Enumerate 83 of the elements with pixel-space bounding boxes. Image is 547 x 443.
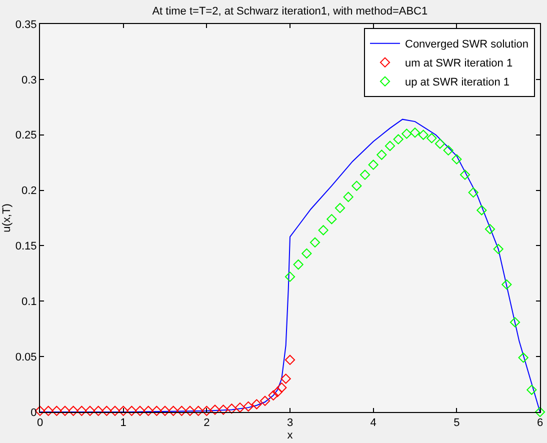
point <box>134 406 146 416</box>
point <box>268 390 278 400</box>
point <box>160 406 170 416</box>
point <box>293 260 304 270</box>
point <box>152 406 162 416</box>
point <box>126 406 137 416</box>
point <box>226 404 237 414</box>
point <box>526 384 537 395</box>
point <box>393 134 404 144</box>
y-tick-label: 0.15 <box>15 240 37 253</box>
point <box>402 128 412 139</box>
point <box>202 406 212 416</box>
point <box>302 248 312 259</box>
point <box>276 382 287 393</box>
point <box>193 406 204 416</box>
point <box>143 406 154 416</box>
y-tick-label: 0 <box>30 406 37 419</box>
point <box>272 387 283 398</box>
point <box>252 399 262 410</box>
x-tick-label: 1 <box>120 417 126 430</box>
point <box>326 214 337 224</box>
point <box>243 401 254 412</box>
point <box>368 160 378 170</box>
point <box>434 138 446 149</box>
point <box>534 406 546 418</box>
legend-label: up at SWR iteration 1 <box>405 76 510 89</box>
point <box>468 187 478 198</box>
point <box>84 406 96 416</box>
legend-label: Converged SWR solution <box>405 38 529 51</box>
point <box>452 154 462 164</box>
point <box>376 150 387 160</box>
x-tick-label: 5 <box>454 417 460 430</box>
point <box>343 192 354 202</box>
point <box>102 406 112 416</box>
point <box>334 202 346 214</box>
legend-label: um at SWR iteration 1 <box>405 58 513 70</box>
y-tick-label: 0.25 <box>15 130 37 142</box>
point <box>168 406 178 416</box>
point <box>476 205 487 216</box>
point <box>418 130 428 140</box>
point <box>318 225 328 236</box>
point <box>518 352 528 363</box>
point <box>52 406 62 416</box>
point <box>443 145 454 156</box>
x-axis-title: x <box>287 429 294 442</box>
point <box>484 224 496 234</box>
point <box>502 279 512 290</box>
point <box>460 170 470 180</box>
point <box>510 317 520 328</box>
point <box>68 406 78 416</box>
point <box>218 404 228 415</box>
point <box>284 354 296 365</box>
point <box>360 170 370 180</box>
point <box>384 140 396 151</box>
point <box>43 406 54 416</box>
point <box>310 237 320 248</box>
x-tick-label: 6 <box>536 417 544 430</box>
y-axis-title: u(x,T) <box>1 204 14 232</box>
point <box>60 406 70 416</box>
x-tick-label: 4 <box>370 417 376 430</box>
point <box>260 396 270 406</box>
point <box>118 406 128 416</box>
x-tick-label: 3 <box>286 417 294 430</box>
y-tick-label: 0.05 <box>15 351 37 364</box>
point <box>110 406 120 416</box>
point <box>352 180 362 191</box>
y-tick-label: 0.1 <box>22 296 37 308</box>
point <box>284 272 296 282</box>
point <box>493 244 504 254</box>
point <box>280 374 291 384</box>
y-tick-label: 0.3 <box>22 74 37 86</box>
point <box>210 404 220 415</box>
point <box>76 406 87 416</box>
y-tick-label: 0.35 <box>15 18 37 31</box>
point <box>184 406 196 416</box>
chart-title: At time t=T=2, at Schwarz iteration1, with method=ABC1 <box>152 5 428 18</box>
point <box>426 133 437 144</box>
point <box>234 402 246 413</box>
point <box>93 406 104 416</box>
point <box>410 128 420 138</box>
point <box>176 406 187 416</box>
x-tick-label: 2 <box>204 417 210 430</box>
y-tick-label: 0.2 <box>22 185 37 198</box>
